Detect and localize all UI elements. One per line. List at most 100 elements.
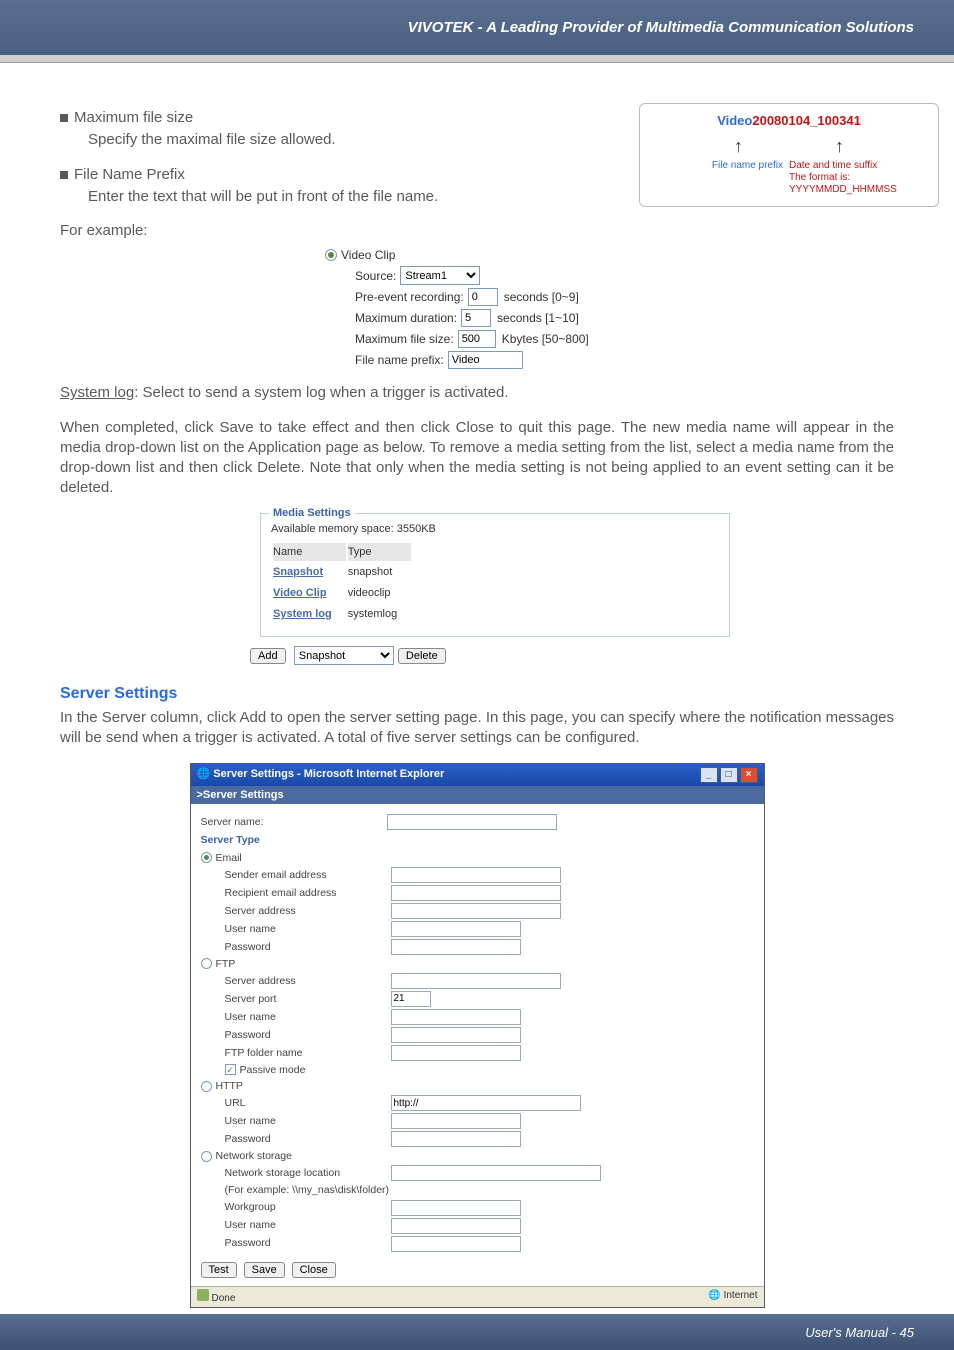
media-legend: Media Settings: [269, 506, 355, 521]
email-password-label: Password: [225, 940, 385, 954]
radio-videoclip[interactable]: [325, 249, 337, 261]
prefix-label: File name prefix:: [355, 352, 444, 368]
statusbar: Done 🌐 Internet: [191, 1286, 764, 1308]
status-done: Done: [197, 1289, 236, 1306]
media-controls: Add Snapshot Delete: [250, 645, 894, 666]
radio-email[interactable]: [201, 852, 212, 863]
nsloc-input[interactable]: [391, 1165, 601, 1181]
http-username-label: User name: [225, 1114, 385, 1128]
maximize-icon[interactable]: □: [720, 767, 738, 783]
ftp-srvaddr-input[interactable]: [391, 973, 561, 989]
email-password-input[interactable]: [391, 939, 521, 955]
radio-http[interactable]: [201, 1081, 212, 1092]
ftp-password-input[interactable]: [391, 1027, 521, 1043]
ns-password-label: Password: [225, 1236, 385, 1250]
email-username-label: User name: [225, 922, 385, 936]
server-name-label: Server name:: [201, 815, 381, 829]
ns-password-input[interactable]: [391, 1236, 521, 1252]
media-select[interactable]: Snapshot: [294, 646, 394, 665]
passive-checkbox[interactable]: [225, 1064, 236, 1075]
prefix-row: File name prefix:: [325, 351, 894, 369]
window-subtitle: >Server Settings: [191, 786, 764, 805]
window-titlebar: 🌐 Server Settings - Microsoft Internet E…: [191, 764, 764, 786]
sender-label: Sender email address: [225, 868, 385, 882]
minimize-icon[interactable]: _: [700, 767, 718, 783]
header-title: VIVOTEK - A Leading Provider of Multimed…: [408, 19, 914, 36]
ns-username-input[interactable]: [391, 1218, 521, 1234]
up-arrow-icon: ↑: [734, 134, 743, 158]
window-body: Server name: Server Type Email Sender em…: [191, 804, 764, 1285]
server-window: 🌐 Server Settings - Microsoft Internet E…: [190, 763, 765, 1309]
legend-prefix: File name prefix: [648, 160, 789, 196]
max-size-row: Maximum file size: Kbytes [50~800]: [325, 330, 894, 348]
legend-suffix-1: Date and time suffix: [789, 160, 930, 172]
media-type-snapshot: snapshot: [348, 563, 412, 582]
media-type-videoclip: videoclip: [348, 584, 412, 603]
email-username-input[interactable]: [391, 921, 521, 937]
arrow-row: ↑ ↑: [688, 134, 890, 158]
workgroup-label: Workgroup: [225, 1200, 385, 1214]
media-type-systemlog: systemlog: [348, 605, 412, 624]
max-duration-label: Maximum duration:: [355, 310, 457, 326]
bullet-text: File Name Prefix: [74, 165, 185, 185]
add-button[interactable]: Add: [250, 648, 286, 664]
source-select[interactable]: Stream1: [400, 266, 480, 285]
ftp-username-label: User name: [225, 1010, 385, 1024]
pre-event-row: Pre-event recording: seconds [0~9]: [325, 288, 894, 306]
file-example-box: Video20080104_100341 ↑ ↑ File name prefi…: [639, 103, 939, 207]
header-bar: VIVOTEK - A Leading Provider of Multimed…: [0, 0, 954, 55]
video-clip-block: Video Clip Source: Stream1 Pre-event rec…: [325, 247, 894, 369]
server-settings-desc: In the Server column, click Add to open …: [60, 708, 894, 749]
footer-bar: User's Manual - 45: [0, 1314, 954, 1350]
nsloc-label: Network storage location: [225, 1166, 385, 1180]
ftp-folder-label: FTP folder name: [225, 1046, 385, 1060]
media-link-videoclip[interactable]: Video Clip: [273, 587, 327, 599]
http-username-input[interactable]: [391, 1113, 521, 1129]
ftp-port-input[interactable]: [391, 991, 431, 1007]
pre-event-input[interactable]: [468, 288, 498, 306]
status-internet: 🌐 Internet: [708, 1289, 757, 1306]
prefix-input[interactable]: [448, 351, 523, 369]
test-button[interactable]: Test: [201, 1262, 237, 1278]
radio-ns[interactable]: [201, 1151, 212, 1162]
up-arrow-icon: ↑: [835, 134, 844, 158]
url-input[interactable]: [391, 1095, 581, 1111]
srvaddr-input[interactable]: [391, 903, 561, 919]
bullet-icon: [60, 114, 68, 122]
ns-label: Network storage: [216, 1149, 292, 1163]
video-clip-heading: Video Clip: [341, 247, 395, 263]
media-link-systemlog[interactable]: System log: [273, 608, 332, 620]
max-size-input[interactable]: [458, 330, 496, 348]
media-col-name: Name: [273, 543, 346, 562]
ftp-srvaddr-label: Server address: [225, 974, 385, 988]
radio-ftp[interactable]: [201, 958, 212, 969]
close-button[interactable]: Close: [292, 1262, 336, 1278]
ftp-folder-input[interactable]: [391, 1045, 521, 1061]
footer-text: User's Manual - 45: [805, 1325, 914, 1340]
http-password-input[interactable]: [391, 1131, 521, 1147]
ftp-username-input[interactable]: [391, 1009, 521, 1025]
http-password-label: Password: [225, 1132, 385, 1146]
media-table: NameType Snapshotsnapshot Video Clipvide…: [271, 541, 413, 626]
for-example-label: For example:: [60, 221, 894, 241]
max-size-label: Maximum file size:: [355, 331, 454, 347]
ns-username-label: User name: [225, 1218, 385, 1232]
workgroup-input[interactable]: [391, 1200, 521, 1216]
source-row: Source: Stream1: [325, 266, 894, 285]
delete-button[interactable]: Delete: [398, 648, 446, 664]
save-button[interactable]: Save: [244, 1262, 285, 1278]
server-name-input[interactable]: [387, 814, 557, 830]
media-available: Available memory space: 3550KB: [271, 522, 719, 537]
email-radio-row: Email: [201, 851, 754, 865]
file-suffix-part: 20080104_100341: [752, 113, 860, 128]
sender-input[interactable]: [391, 867, 561, 883]
max-duration-row: Maximum duration: seconds [1~10]: [325, 309, 894, 327]
media-link-snapshot[interactable]: Snapshot: [273, 566, 323, 578]
legend-suffix-2: The format is: YYYYMMDD_HHMMSS: [789, 172, 930, 196]
server-settings-heading: Server Settings: [60, 683, 894, 705]
close-icon[interactable]: ×: [740, 767, 758, 783]
recipient-input[interactable]: [391, 885, 561, 901]
media-settings-box: Media Settings Available memory space: 3…: [260, 513, 730, 637]
file-example-title: Video20080104_100341: [648, 112, 930, 130]
max-duration-input[interactable]: [461, 309, 491, 327]
